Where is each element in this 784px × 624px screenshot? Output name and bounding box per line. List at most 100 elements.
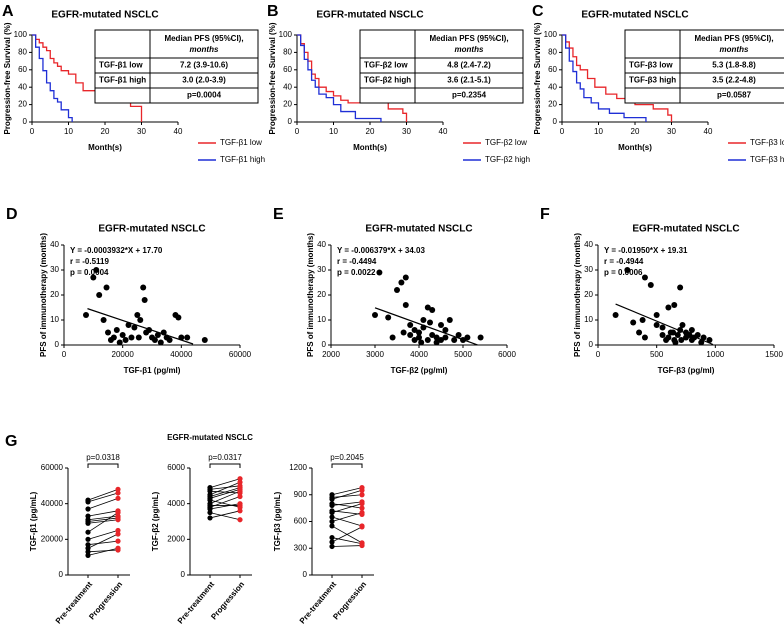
point xyxy=(329,509,335,516)
point xyxy=(128,334,135,341)
point xyxy=(329,502,335,509)
panel-label: C xyxy=(532,3,544,20)
point xyxy=(639,317,646,323)
point xyxy=(433,334,440,341)
point xyxy=(659,332,666,338)
point xyxy=(464,334,471,341)
table-group: TGF-β1 high xyxy=(99,76,146,85)
survival-curve xyxy=(562,34,673,122)
y-tick-label: 100 xyxy=(14,30,28,39)
table-border xyxy=(359,29,524,104)
x-tick-label: 0 xyxy=(30,127,35,136)
point xyxy=(329,539,335,545)
table-header: Median PFS (95%CI), xyxy=(164,34,243,43)
x-tick-label: 1500 xyxy=(765,350,783,359)
point xyxy=(175,314,182,321)
point xyxy=(671,302,678,308)
table-value: 3.6 (2.1-5.1) xyxy=(447,76,491,85)
regression-line xyxy=(87,308,194,345)
table-header: months xyxy=(720,45,749,54)
pair-line xyxy=(87,489,119,501)
point xyxy=(115,531,121,537)
point xyxy=(359,501,365,507)
pair-line xyxy=(331,503,363,509)
annotation: p = 0.0004 xyxy=(70,268,109,277)
y-tick-label: 900 xyxy=(294,490,308,499)
point xyxy=(359,509,365,516)
x-tick-label: 0 xyxy=(596,350,601,359)
significance-bracket xyxy=(331,463,363,468)
x-axis-label: TGF-β1 (pg/ml) xyxy=(124,366,181,375)
point xyxy=(237,476,243,482)
significance-bracket xyxy=(209,463,241,468)
y-tick-label: 20 xyxy=(18,100,27,109)
table-value: 4.8 (2.4-7.2) xyxy=(447,61,491,70)
point xyxy=(85,506,91,512)
point xyxy=(115,545,121,551)
p-value: p=0.0317 xyxy=(208,453,242,462)
point xyxy=(411,327,418,333)
point xyxy=(184,334,191,341)
point xyxy=(137,317,144,323)
point xyxy=(674,332,681,338)
point xyxy=(411,337,418,343)
x-tick-label: 2000 xyxy=(322,350,340,359)
pair-line xyxy=(209,487,241,497)
point xyxy=(688,327,695,333)
x-axis-label: Month(s) xyxy=(88,143,122,152)
y-axis-label: PFS of immunotherapy (months) xyxy=(573,233,582,357)
table-p-value: p=0.0587 xyxy=(717,91,752,100)
pair-line xyxy=(87,492,119,503)
x-tick-label: 0 xyxy=(62,350,67,359)
point xyxy=(665,304,672,311)
point xyxy=(653,322,660,328)
y-tick-label: 0 xyxy=(589,340,594,349)
point xyxy=(85,545,91,551)
point xyxy=(116,339,123,346)
y-tick-label: 80 xyxy=(18,48,27,57)
point xyxy=(389,334,396,341)
point xyxy=(140,284,147,291)
p-value: p=0.2045 xyxy=(330,453,364,462)
point xyxy=(372,312,378,318)
chart-title: EGFR-mutated NSCLC xyxy=(51,10,158,21)
x-tick-label: 30 xyxy=(402,127,411,136)
point xyxy=(418,339,425,346)
y-tick-label: 300 xyxy=(294,543,308,552)
point xyxy=(93,267,100,273)
point xyxy=(420,317,427,323)
pair-line xyxy=(209,485,241,490)
point xyxy=(424,304,431,311)
chart-title: EGFR-mutated NSCLC xyxy=(632,224,739,235)
y-tick-label: 0 xyxy=(55,340,60,349)
x-tick-label: 40 xyxy=(439,127,448,136)
pair-line xyxy=(87,512,119,533)
chart-title: EGFR-mutated NSCLC xyxy=(167,433,253,442)
point xyxy=(237,479,243,485)
y-tick-label: 40 xyxy=(283,82,292,91)
y-axis-label: Progression-free Survival (%) xyxy=(533,22,542,134)
point xyxy=(329,543,335,550)
point xyxy=(103,284,110,291)
pair-line xyxy=(331,487,363,496)
point xyxy=(115,517,121,523)
pair-line xyxy=(331,516,363,527)
point xyxy=(416,334,422,341)
point xyxy=(105,329,111,336)
pair-line xyxy=(209,490,241,505)
y-tick-label: 10 xyxy=(584,315,593,324)
chart-title: EGFR-mutated NSCLC xyxy=(316,10,423,21)
x-tick-label: 5000 xyxy=(454,350,472,359)
annotation: r = -0.5119 xyxy=(70,257,109,266)
y-tick-label: 30 xyxy=(584,265,593,274)
y-tick-label: 100 xyxy=(544,30,558,39)
point xyxy=(446,317,453,323)
y-tick-label: 60 xyxy=(548,65,557,74)
point xyxy=(670,329,677,336)
annotation: Y = -0.01950*X + 19.31 xyxy=(604,246,688,255)
point xyxy=(151,337,158,343)
survival-curve xyxy=(32,34,73,122)
y-tick-label: 0 xyxy=(59,570,64,579)
point xyxy=(442,327,449,333)
y-tick-label: 20000 xyxy=(41,534,64,543)
